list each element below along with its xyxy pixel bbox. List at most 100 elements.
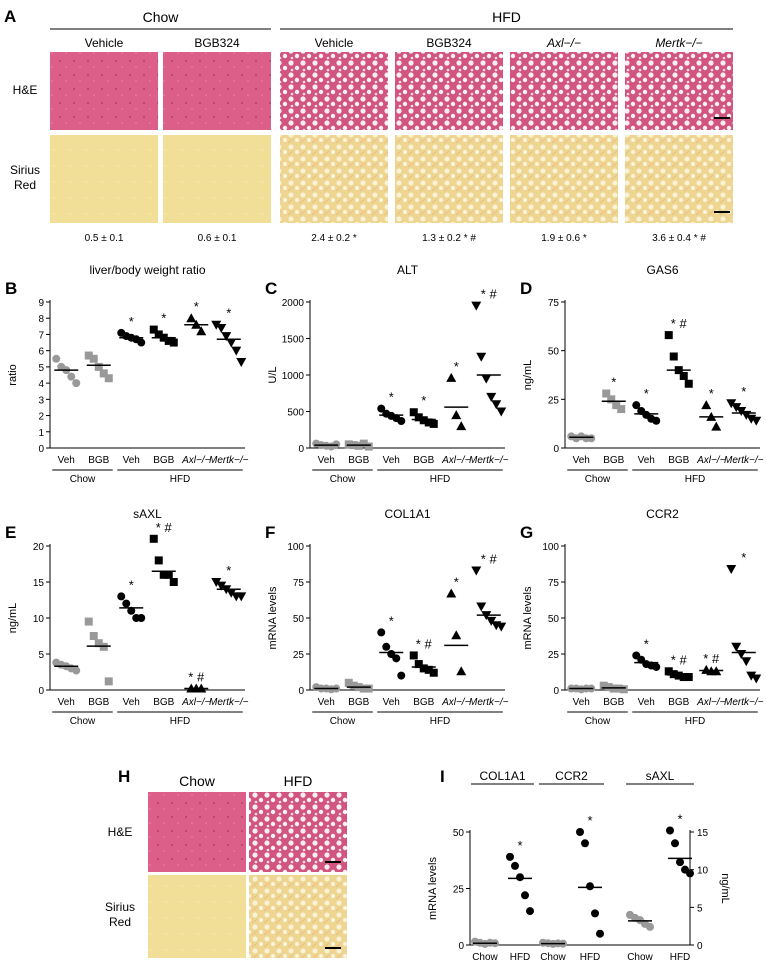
dot	[666, 826, 674, 835]
dot	[392, 654, 401, 663]
x-tick-label: Axl−/−	[441, 697, 471, 708]
dot	[196, 326, 207, 336]
y-tick-label: 0	[38, 686, 44, 697]
dot	[446, 372, 457, 382]
x-tick-label: Chow	[627, 952, 653, 963]
dot	[94, 362, 103, 371]
significance: *	[644, 386, 649, 401]
group-label: Chow	[70, 474, 96, 485]
y-tick-label: 0	[458, 941, 464, 952]
dot	[751, 416, 762, 426]
dot	[409, 651, 418, 660]
dot	[359, 439, 368, 448]
x-tick-label: Veh	[123, 455, 140, 466]
dot	[506, 852, 514, 861]
y-tick-label: 7	[38, 330, 44, 341]
significance: * #	[481, 551, 498, 566]
significance: * #	[416, 636, 433, 651]
sirius-image	[163, 135, 271, 223]
y-tick-label: 1	[38, 428, 44, 439]
x-tick-label: HFD	[580, 952, 601, 963]
x-tick-label: Veh	[383, 455, 400, 466]
group-label: HFD	[685, 716, 706, 727]
x-tick-label: BGB	[88, 455, 109, 466]
panel-label: C	[265, 279, 277, 298]
dot	[364, 684, 373, 693]
x-tick-label: Veh	[318, 697, 335, 708]
dot	[751, 674, 762, 684]
dot	[359, 684, 368, 693]
dot	[632, 401, 641, 410]
dot	[652, 662, 661, 671]
y-tick-label: 50	[453, 828, 465, 839]
y-tick-label: 8	[38, 314, 44, 325]
dot	[617, 405, 626, 414]
dot	[236, 592, 247, 602]
dot	[741, 657, 752, 667]
x-tick-label: Axl−/−	[441, 455, 471, 466]
dot	[186, 313, 197, 323]
sirius-image	[50, 135, 158, 223]
sirius-image	[510, 135, 618, 223]
dot	[491, 400, 502, 410]
column-label: HFD	[284, 773, 313, 789]
he-image	[395, 52, 503, 130]
dot	[127, 606, 136, 615]
dot	[377, 628, 386, 637]
dot	[52, 354, 61, 363]
dot	[591, 909, 599, 918]
x-tick-label: Veh	[318, 455, 335, 466]
dot	[226, 338, 237, 348]
y2-axis-label: ng/mL	[719, 873, 731, 904]
dot	[581, 839, 589, 848]
group-header: Chow	[143, 9, 180, 25]
group-label: Chow	[585, 716, 611, 727]
significance: *	[454, 359, 459, 374]
dot	[731, 403, 742, 413]
y-axis-label: U/L	[267, 366, 279, 383]
significance: *	[129, 314, 134, 329]
dot	[701, 400, 712, 410]
y-tick-label: 25	[548, 395, 560, 406]
y2-tick-label: 10	[697, 866, 709, 877]
dot	[446, 588, 457, 598]
panel-label: E	[5, 523, 16, 542]
dot	[382, 642, 391, 651]
group-label: CCR2	[555, 769, 588, 783]
dot	[481, 374, 492, 384]
dot	[216, 581, 227, 591]
dot	[424, 418, 433, 427]
significance: *	[741, 550, 746, 565]
dot	[511, 861, 519, 870]
dot	[414, 413, 423, 422]
y-tick-label: 4	[38, 379, 44, 390]
dot	[104, 374, 113, 383]
group-label: HFD	[685, 474, 706, 485]
chart-title: ALT	[397, 263, 419, 277]
column-label: Mertk−/−	[655, 36, 702, 50]
sirius-image	[249, 875, 347, 958]
dot	[456, 421, 467, 431]
significance: *	[161, 311, 166, 326]
x-tick-label: Axl−/−	[696, 697, 726, 708]
dot	[409, 408, 418, 417]
x-tick-label: Veh	[638, 455, 655, 466]
group-label: HFD	[170, 716, 191, 727]
y-tick-label: 0	[298, 444, 304, 455]
dot	[726, 565, 737, 575]
dot	[602, 389, 611, 398]
y-tick-label: 50	[548, 614, 560, 625]
dot	[646, 922, 654, 931]
significance: * #	[703, 651, 720, 666]
y-tick-label: 20	[33, 542, 45, 553]
x-tick-label: Veh	[58, 697, 75, 708]
y-tick-label: 50	[293, 614, 305, 625]
dot	[471, 301, 482, 311]
group-header: HFD	[492, 9, 521, 25]
y2-tick-label: 0	[697, 941, 703, 952]
sirius-image	[280, 135, 388, 223]
group-label: HFD	[430, 716, 451, 727]
y-axis-label: ng/mL	[522, 360, 534, 391]
dot	[344, 678, 353, 687]
dot	[226, 588, 237, 598]
